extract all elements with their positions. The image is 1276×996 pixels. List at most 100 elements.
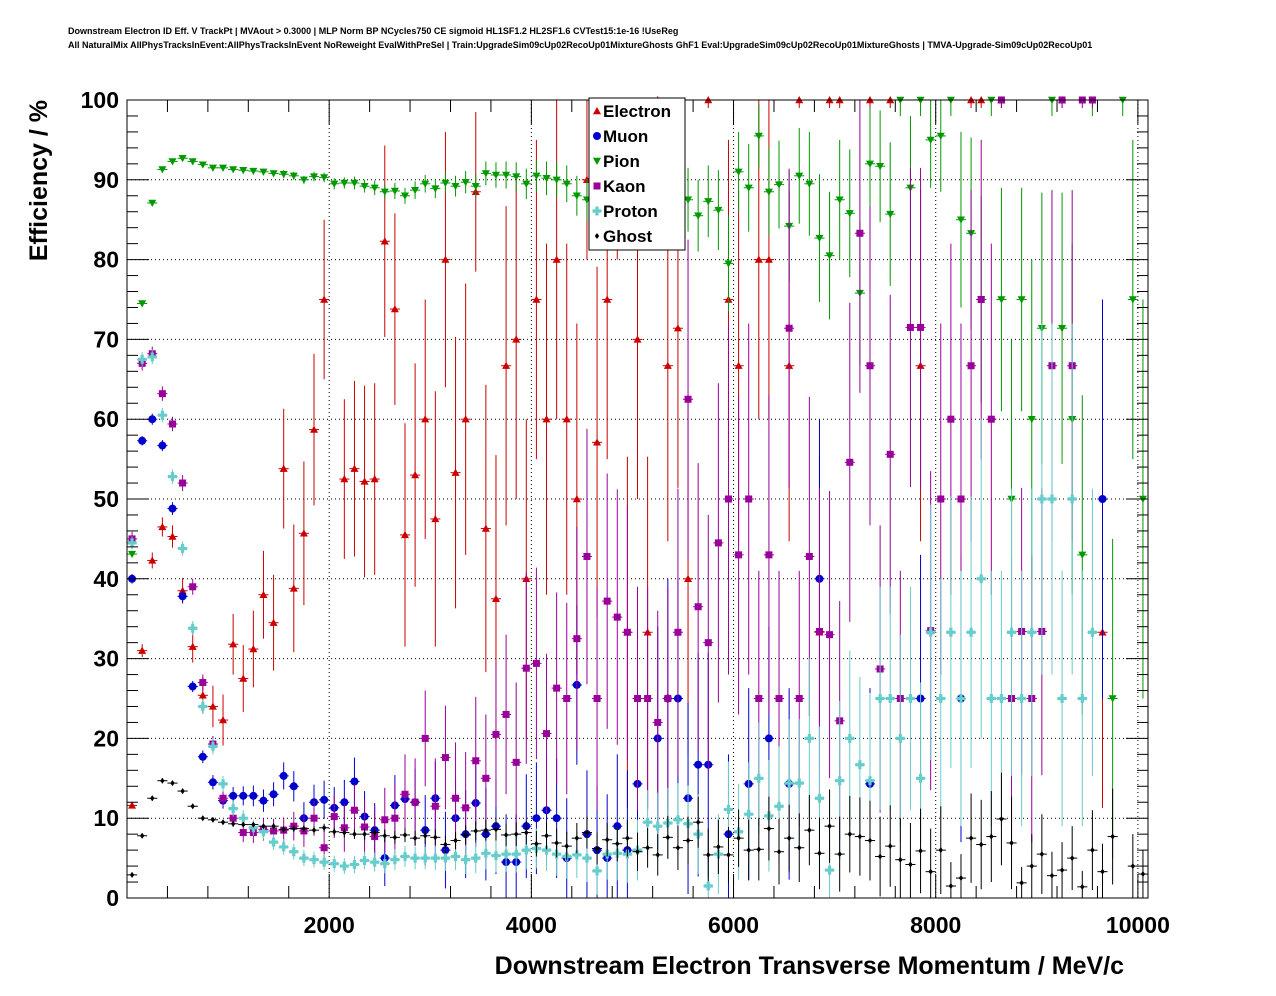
data-point xyxy=(1049,872,1055,879)
data-point xyxy=(766,825,772,832)
data-point xyxy=(1067,494,1077,504)
data-point xyxy=(370,857,380,867)
data-point xyxy=(946,627,956,637)
data-point xyxy=(249,645,258,653)
data-point xyxy=(451,182,460,191)
data-point xyxy=(320,795,329,804)
data-point xyxy=(865,776,875,786)
data-point xyxy=(765,551,773,559)
data-point xyxy=(734,361,743,369)
data-point xyxy=(855,760,865,770)
data-point xyxy=(928,868,933,875)
data-point xyxy=(512,335,521,343)
data-point xyxy=(139,832,145,839)
data-point xyxy=(684,395,692,403)
x-axis-title: Downstream Electron Transverse Momentum … xyxy=(495,952,1124,980)
data-point xyxy=(402,831,408,838)
data-point xyxy=(421,415,430,423)
data-point xyxy=(673,324,682,332)
data-point xyxy=(291,825,296,832)
data-point xyxy=(544,832,549,839)
data-point xyxy=(1080,883,1085,890)
data-point xyxy=(845,733,855,743)
data-point xyxy=(522,180,531,188)
data-point xyxy=(1009,839,1014,846)
data-point xyxy=(352,831,357,838)
data-point xyxy=(724,495,732,503)
data-point xyxy=(706,851,711,858)
data-point xyxy=(857,833,863,840)
data-point xyxy=(623,628,631,636)
data-point xyxy=(301,825,307,832)
data-point xyxy=(754,132,763,140)
data-point xyxy=(1039,851,1045,858)
data-point xyxy=(349,859,359,869)
data-point xyxy=(158,166,167,174)
data-point xyxy=(1100,868,1105,875)
data-point xyxy=(370,184,379,192)
data-point xyxy=(885,694,895,704)
data-point xyxy=(270,827,278,835)
data-point xyxy=(726,851,731,858)
data-point xyxy=(340,179,349,187)
data-point xyxy=(198,691,207,699)
legend-marker-pion xyxy=(593,157,601,165)
data-point xyxy=(229,640,238,648)
data-point xyxy=(542,415,551,423)
data-point xyxy=(269,618,278,626)
data-point xyxy=(977,296,985,303)
data-point xyxy=(695,819,701,826)
y-tick-label: 0 xyxy=(106,885,119,911)
data-point xyxy=(1110,833,1115,840)
data-point xyxy=(926,136,935,144)
data-point xyxy=(1090,847,1095,854)
data-point xyxy=(271,823,276,830)
x-tick-label: 8000 xyxy=(910,912,961,938)
data-point xyxy=(542,175,551,183)
data-point xyxy=(259,168,268,176)
data-point xyxy=(229,791,238,800)
data-point xyxy=(775,695,783,702)
data-point xyxy=(219,164,228,172)
data-point xyxy=(684,196,693,204)
data-point xyxy=(815,627,823,635)
data-point xyxy=(411,471,420,479)
data-point xyxy=(564,843,569,850)
data-point xyxy=(654,718,662,726)
data-point xyxy=(423,832,428,839)
data-point xyxy=(603,597,611,605)
data-point xyxy=(230,820,236,827)
y-axis-title: Efficiency / % xyxy=(25,100,53,261)
data-point xyxy=(1077,694,1087,704)
data-point xyxy=(310,814,318,822)
data-point xyxy=(239,167,248,175)
data-point xyxy=(716,843,721,850)
data-point xyxy=(380,188,389,196)
data-point xyxy=(905,694,915,704)
data-point xyxy=(431,514,440,523)
data-point xyxy=(552,176,561,184)
data-point xyxy=(481,848,491,858)
data-point xyxy=(229,814,237,822)
data-point xyxy=(168,532,177,540)
data-point xyxy=(160,777,165,784)
data-point xyxy=(482,774,490,782)
data-point xyxy=(513,831,519,838)
data-point xyxy=(898,856,903,863)
data-point xyxy=(400,192,409,200)
data-point xyxy=(299,529,308,537)
data-point xyxy=(411,798,419,806)
data-point xyxy=(815,234,824,243)
data-point xyxy=(350,464,359,472)
data-point xyxy=(986,694,996,704)
data-point xyxy=(512,173,521,181)
data-point xyxy=(744,184,753,192)
data-point xyxy=(261,823,266,830)
data-point xyxy=(502,361,511,369)
data-point xyxy=(736,835,741,842)
data-point xyxy=(562,415,571,423)
data-point xyxy=(329,859,339,869)
data-point xyxy=(754,773,764,783)
data-point xyxy=(645,844,650,851)
legend-marker-muon xyxy=(593,132,601,140)
